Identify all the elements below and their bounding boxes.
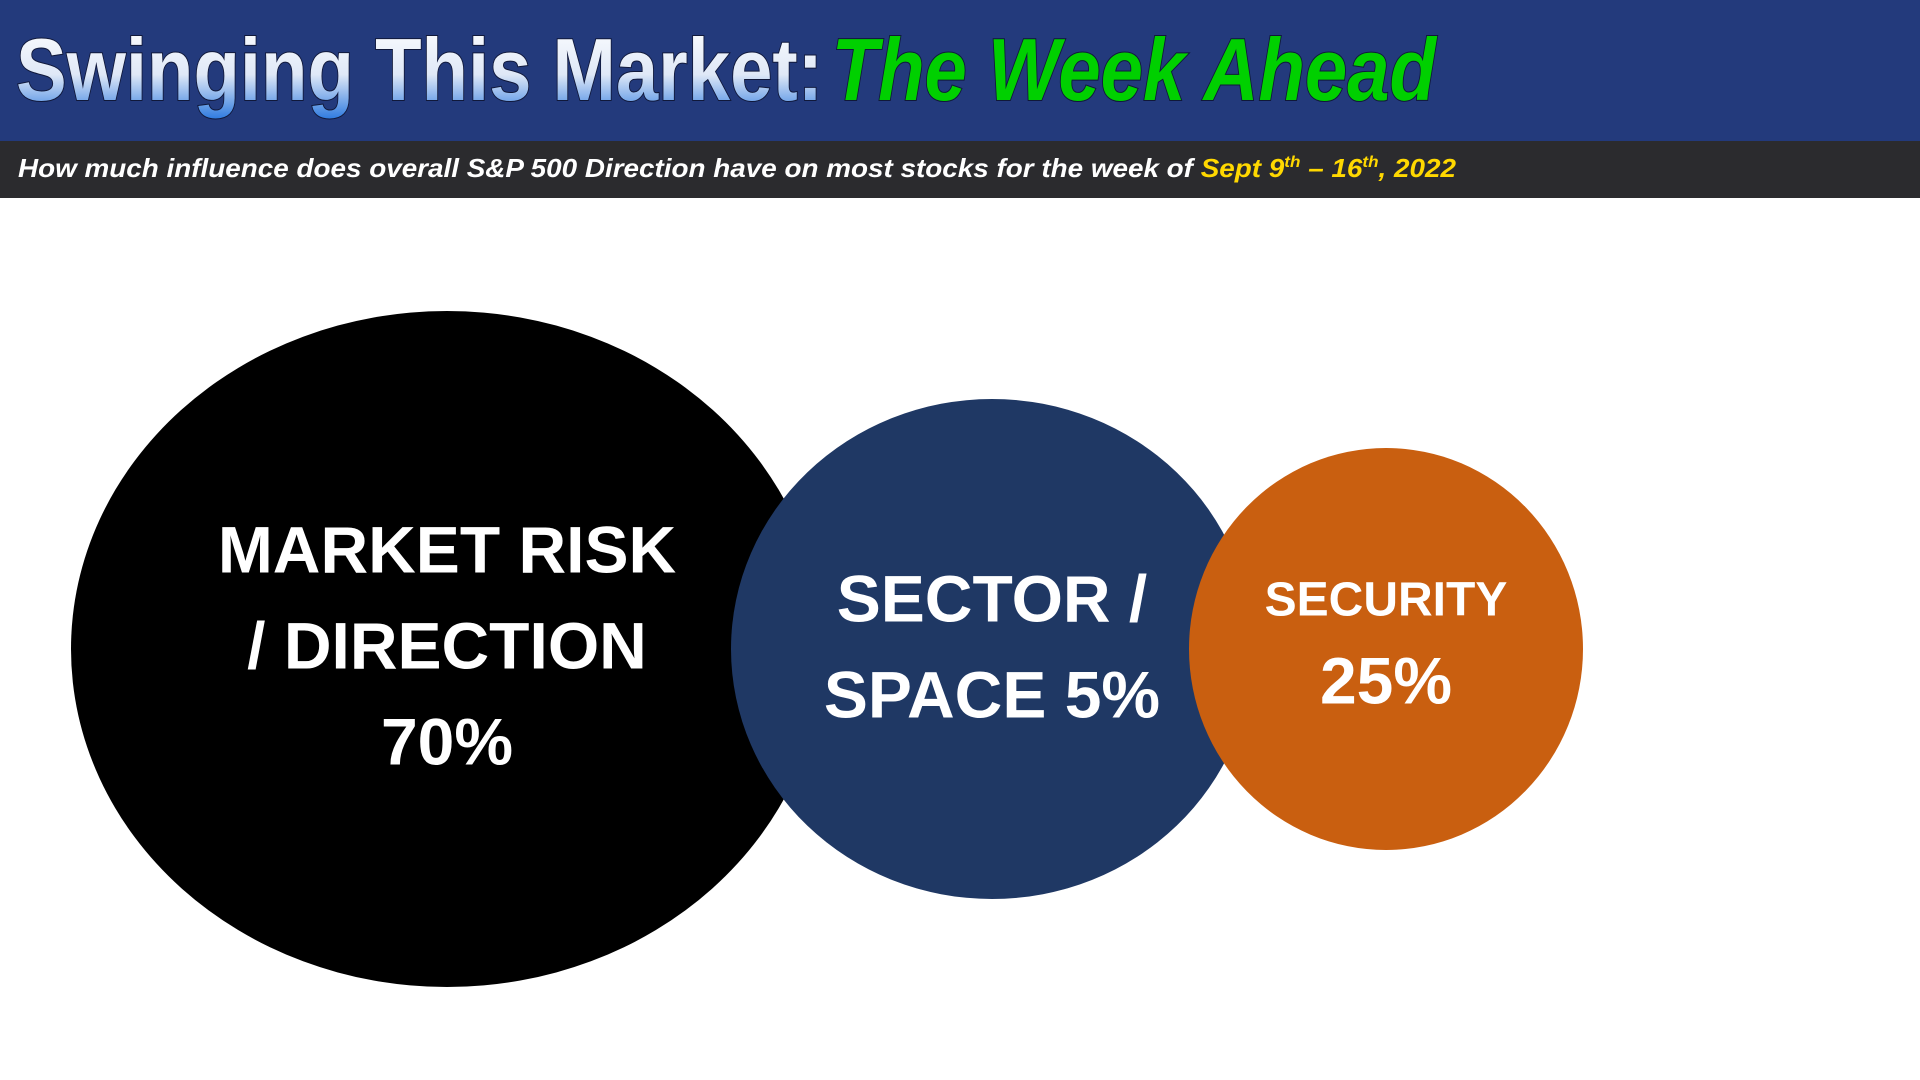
date-year: , 2022 (1378, 153, 1457, 183)
sector-circle (731, 399, 1253, 899)
node-label: SPACE 5% (824, 657, 1160, 731)
title-main: Swinging This Market: (16, 20, 823, 119)
node-label: SECTOR / (837, 561, 1148, 635)
node-label: / DIRECTION (247, 608, 647, 682)
header-band (0, 0, 1920, 141)
date-end-sup: th (1362, 154, 1378, 171)
market-circle (71, 311, 823, 987)
subtitle-band (0, 141, 1920, 198)
subtitle-text: How much influence does overall S&P 500 … (18, 153, 1195, 183)
security-circle (1189, 448, 1583, 850)
date-start: Sept 9 (1201, 153, 1285, 183)
node-label: 70% (381, 704, 513, 778)
node-label: SECURITY (1265, 574, 1508, 627)
date-start-sup: th (1284, 154, 1300, 171)
node-label: 25% (1320, 643, 1452, 717)
title-highlight: The Week Ahead (832, 20, 1438, 119)
subtitle: How much influence does overall S&P 500 … (18, 153, 1457, 183)
date-end: – 16 (1300, 153, 1363, 183)
node-label: MARKET RISK (218, 512, 677, 586)
title: Swinging This Market:The Week Ahead (16, 20, 1438, 119)
